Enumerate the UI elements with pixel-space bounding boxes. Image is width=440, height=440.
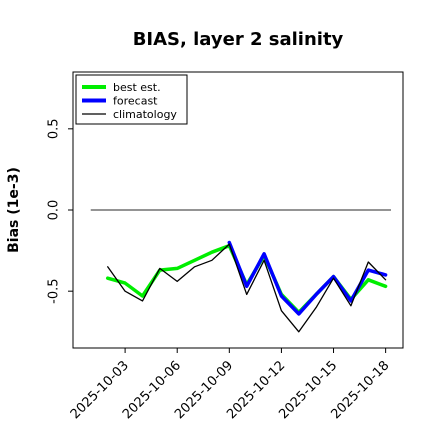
series-lines (105, 240, 388, 333)
legend-label-climatology: climatology (113, 108, 177, 121)
series-line-climatology (107, 243, 387, 333)
legend-label-best-est: best est. (113, 81, 161, 94)
y-tick-label: -0.5 (47, 278, 62, 303)
y-tick-label: 0.5 (47, 118, 62, 139)
series-line-best-est (105, 243, 388, 315)
legend-label-forecast: forecast (113, 95, 158, 108)
chart-title: BIAS, layer 2 salinity (133, 29, 344, 50)
x-axis: 2025-10-032025-10-062025-10-092025-10-12… (68, 348, 392, 422)
y-axis: -0.5 0.0 0.5 (47, 118, 73, 304)
y-tick-label: 0.0 (47, 200, 62, 221)
y-axis-label: Bias (1e-3) (6, 167, 22, 253)
